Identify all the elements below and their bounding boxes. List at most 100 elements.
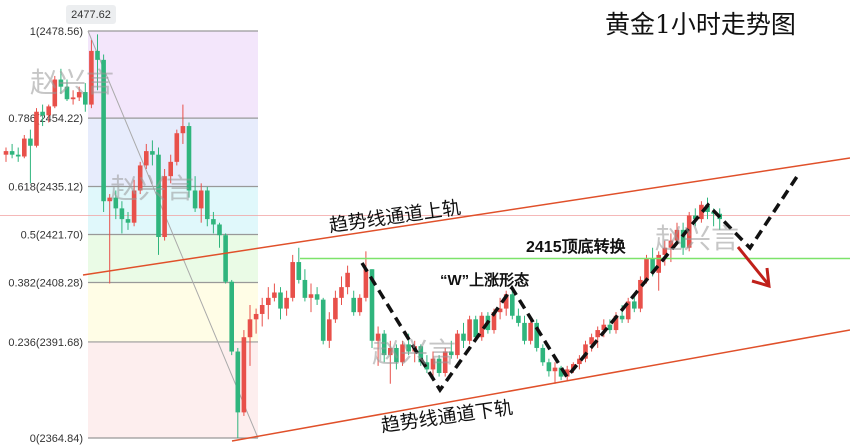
candle: [34, 108, 39, 148]
chart-title: 黄金1小时走势图: [605, 10, 796, 39]
candle-body: [156, 154, 161, 238]
candle-body: [479, 315, 485, 338]
candle: [156, 147, 161, 255]
fib-band: [88, 186, 258, 235]
candle-body: [632, 301, 637, 309]
candle-body: [186, 126, 192, 191]
candle-body: [95, 50, 100, 60]
candle-body: [333, 297, 338, 320]
candle: [381, 330, 387, 363]
candle: [528, 319, 533, 345]
candle-body: [64, 86, 70, 100]
candle-body: [613, 315, 619, 331]
candle-body: [28, 138, 33, 146]
candle: [638, 276, 643, 313]
candle: [363, 251, 369, 302]
candle-body: [473, 319, 478, 338]
candle-body: [619, 315, 625, 320]
watermarks: 赵兴言 赵兴言 赵兴言 赵兴言: [30, 66, 739, 369]
candle-body: [259, 305, 265, 314]
candle-body: [674, 229, 680, 241]
candle-body: [449, 351, 454, 356]
fib-level-label: 0.618(2435.12): [8, 181, 83, 193]
candle-body: [137, 165, 143, 191]
candle-body: [162, 176, 167, 238]
candle: [534, 319, 539, 352]
fibonacci-levels: 1(2478.56) 0.786(2454.22) 0.618(2435.12) 0.…: [8, 26, 258, 445]
candle: [442, 347, 448, 377]
candle-body: [320, 299, 326, 341]
candle-body: [686, 215, 692, 248]
candle: [351, 290, 356, 316]
candle-body: [40, 111, 45, 116]
candle: [400, 340, 405, 366]
candle-body: [394, 347, 399, 363]
candle: [656, 251, 661, 291]
candle-body: [656, 254, 661, 273]
candle: [40, 104, 45, 127]
candle: [223, 233, 228, 284]
candle: [302, 269, 308, 302]
pattern-label: “W”上涨形态: [440, 271, 529, 289]
candle-body: [430, 358, 436, 370]
support-label: 2415顶底转换: [526, 237, 627, 256]
candle: [205, 186, 210, 227]
candle-body: [503, 294, 509, 309]
candle: [217, 222, 222, 248]
candle-body: [406, 344, 411, 352]
candle: [150, 140, 155, 166]
candle: [693, 208, 698, 227]
candle-body: [211, 219, 216, 225]
candle: [9, 143, 15, 159]
candle-body: [119, 208, 125, 220]
candle-body: [510, 294, 515, 316]
candle-body: [83, 92, 88, 105]
candle: [162, 169, 167, 241]
candle-body: [369, 269, 375, 341]
w-pattern-dashed-path: [360, 171, 802, 394]
fib-diagonal-line: [87, 30, 259, 439]
candle: [314, 287, 320, 306]
channel-lower-line: [231, 329, 850, 442]
candle-body: [516, 315, 521, 323]
fib-level-label: 1(2478.56): [30, 26, 83, 38]
candle: [76, 86, 82, 102]
candle: [259, 297, 265, 327]
candle-body: [113, 197, 119, 209]
fibonacci-bands: [88, 31, 258, 438]
candle: [497, 297, 503, 320]
candle-body: [217, 224, 222, 236]
candle-body: [284, 297, 289, 309]
candle: [58, 68, 64, 94]
candle-body: [266, 297, 271, 306]
candle-body: [577, 358, 582, 365]
candle-body: [3, 151, 9, 155]
candle: [479, 312, 485, 341]
candle-body: [357, 297, 363, 313]
candle: [320, 297, 326, 345]
candle: [583, 340, 588, 363]
candle: [28, 129, 33, 184]
candle: [686, 211, 692, 252]
candle-body: [235, 351, 241, 413]
fib-band: [88, 341, 258, 438]
candle: [235, 347, 241, 438]
candle: [119, 201, 125, 234]
candle: [418, 344, 424, 366]
candle-body: [699, 204, 704, 220]
candle-body: [363, 269, 369, 298]
tooltip-high: 2477.62: [66, 5, 116, 24]
candle: [186, 122, 192, 198]
candle-body: [436, 358, 442, 374]
candle-body: [89, 50, 94, 105]
candle-body: [131, 190, 137, 223]
candle: [449, 340, 454, 359]
channel-upper-line: [82, 157, 850, 276]
candle: [95, 34, 100, 91]
candle: [211, 211, 216, 234]
candle-body: [607, 324, 613, 331]
fib-level-label: 0.5(2421.70): [21, 230, 83, 242]
channel-upper-label: 趋势线通道上轨: [328, 197, 463, 237]
watermark: 赵兴言: [110, 172, 194, 205]
